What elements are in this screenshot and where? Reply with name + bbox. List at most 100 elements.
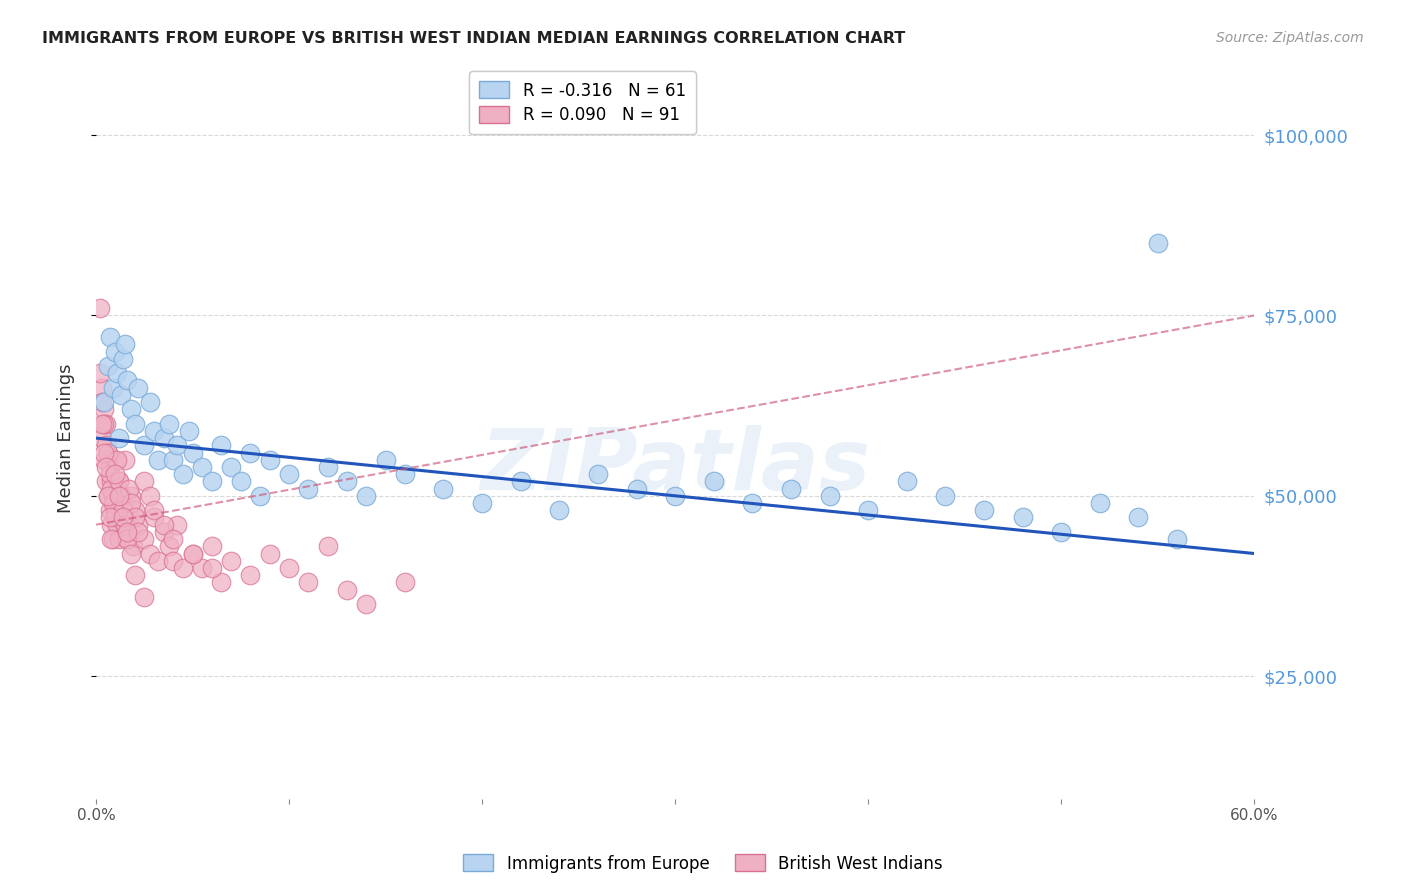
Point <box>211 575 233 590</box>
Point <box>259 452 281 467</box>
Point <box>104 503 127 517</box>
Point <box>142 503 165 517</box>
Point <box>201 561 224 575</box>
Point <box>127 517 149 532</box>
Point <box>115 373 138 387</box>
Point <box>90 381 112 395</box>
Point <box>239 568 262 582</box>
Text: ZIPatlas: ZIPatlas <box>479 425 870 508</box>
Point <box>201 475 224 489</box>
Point <box>509 475 531 489</box>
Point <box>278 561 301 575</box>
Point <box>471 496 494 510</box>
Point <box>162 554 184 568</box>
Point <box>94 438 117 452</box>
Point <box>108 431 131 445</box>
Point <box>157 539 180 553</box>
Point <box>934 489 956 503</box>
Point <box>586 467 609 482</box>
Point <box>181 445 204 459</box>
Point <box>134 590 156 604</box>
Point <box>146 554 169 568</box>
Point <box>548 503 571 517</box>
Point <box>394 467 416 482</box>
Point <box>100 517 122 532</box>
Point <box>90 417 112 431</box>
Point <box>108 475 131 489</box>
Point <box>818 489 841 503</box>
Point <box>103 489 125 503</box>
Point <box>157 417 180 431</box>
Point <box>120 489 142 503</box>
Point <box>1088 496 1111 510</box>
Point <box>103 532 125 546</box>
Point <box>134 532 156 546</box>
Point <box>90 431 112 445</box>
Point <box>664 489 686 503</box>
Point <box>134 475 156 489</box>
Point <box>856 503 879 517</box>
Point <box>97 489 120 503</box>
Point <box>112 351 135 366</box>
Point <box>110 489 132 503</box>
Point <box>97 445 120 459</box>
Point <box>98 459 121 474</box>
Point <box>394 575 416 590</box>
Point <box>229 475 252 489</box>
Point <box>124 510 146 524</box>
Point <box>120 496 142 510</box>
Point <box>139 489 162 503</box>
Legend: R = -0.316   N = 61, R = 0.090   N = 91: R = -0.316 N = 61, R = 0.090 N = 91 <box>470 71 696 135</box>
Point <box>100 532 122 546</box>
Point <box>124 503 146 517</box>
Point <box>127 381 149 395</box>
Point <box>108 489 131 503</box>
Point <box>104 510 127 524</box>
Point <box>105 366 128 380</box>
Point <box>121 539 143 553</box>
Point <box>98 467 121 482</box>
Point <box>114 337 136 351</box>
Point <box>118 510 141 524</box>
Point <box>89 301 111 316</box>
Point <box>110 388 132 402</box>
Point <box>1050 524 1073 539</box>
Point <box>166 438 188 452</box>
Point <box>973 503 995 517</box>
Point <box>120 402 142 417</box>
Point <box>94 417 117 431</box>
Point <box>108 532 131 546</box>
Text: Source: ZipAtlas.com: Source: ZipAtlas.com <box>1216 31 1364 45</box>
Point <box>316 459 339 474</box>
Point <box>115 532 138 546</box>
Point <box>142 510 165 524</box>
Point <box>703 475 725 489</box>
Point <box>354 489 377 503</box>
Point <box>336 582 359 597</box>
Point <box>97 489 120 503</box>
Point <box>162 452 184 467</box>
Point <box>181 547 204 561</box>
Point <box>249 489 271 503</box>
Point <box>239 445 262 459</box>
Point <box>98 503 121 517</box>
Point <box>626 482 648 496</box>
Point <box>1011 510 1033 524</box>
Point <box>94 459 117 474</box>
Legend: Immigrants from Europe, British West Indians: Immigrants from Europe, British West Ind… <box>457 847 949 880</box>
Point <box>211 438 233 452</box>
Point <box>278 467 301 482</box>
Point <box>1166 532 1188 546</box>
Point <box>104 467 127 482</box>
Point <box>115 532 138 546</box>
Point <box>114 452 136 467</box>
Point <box>93 402 115 417</box>
Point <box>97 359 120 373</box>
Point <box>110 489 132 503</box>
Point <box>162 532 184 546</box>
Point <box>93 417 115 431</box>
Point <box>112 510 135 524</box>
Point <box>259 547 281 561</box>
Point <box>105 452 128 467</box>
Point <box>114 517 136 532</box>
